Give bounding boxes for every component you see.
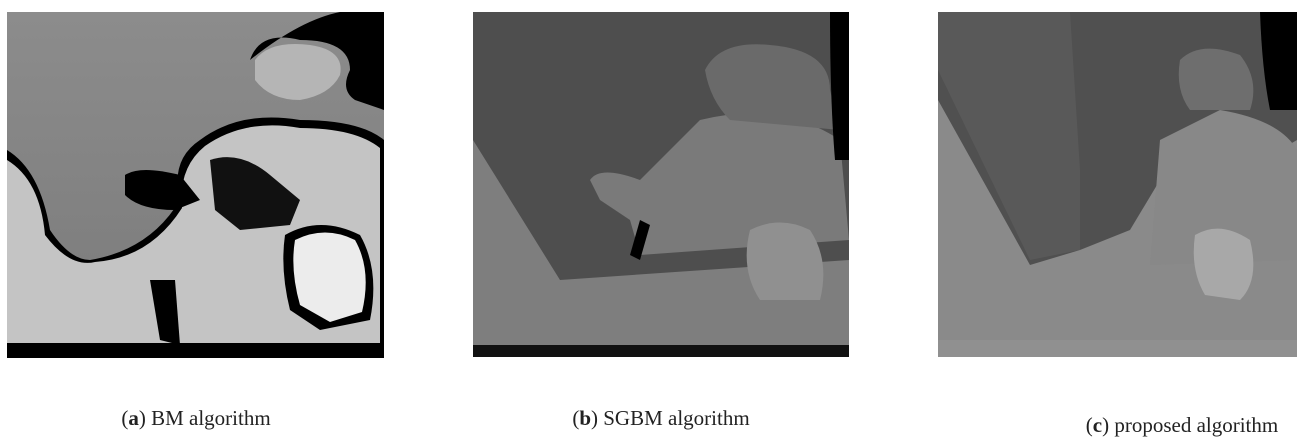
caption-text: ) proposed algorithm bbox=[1102, 413, 1278, 437]
caption: (a) BM algorithm bbox=[121, 406, 270, 430]
proposed-disparity-image bbox=[938, 12, 1297, 357]
caption-open: ( bbox=[121, 406, 128, 430]
caption-label: b bbox=[579, 406, 591, 430]
caption-open: ( bbox=[572, 406, 579, 430]
caption-open: ( bbox=[1086, 413, 1093, 437]
bm-disparity-image bbox=[7, 12, 384, 358]
caption-text: ) BM algorithm bbox=[139, 406, 271, 430]
page: (a) BM algorithm (b) SGBM algorithm (c) … bbox=[0, 0, 1303, 443]
caption-text: ) SGBM algorithm bbox=[591, 406, 750, 430]
caption-label: c bbox=[1093, 413, 1102, 437]
figure: (a) BM algorithm (b) SGBM algorithm (c) … bbox=[0, 0, 1303, 443]
caption-label: a bbox=[128, 406, 139, 430]
caption: (c) proposed algorithm bbox=[1086, 413, 1278, 437]
sgbm-disparity-image bbox=[473, 12, 849, 357]
caption: (b) SGBM algorithm bbox=[572, 406, 749, 430]
